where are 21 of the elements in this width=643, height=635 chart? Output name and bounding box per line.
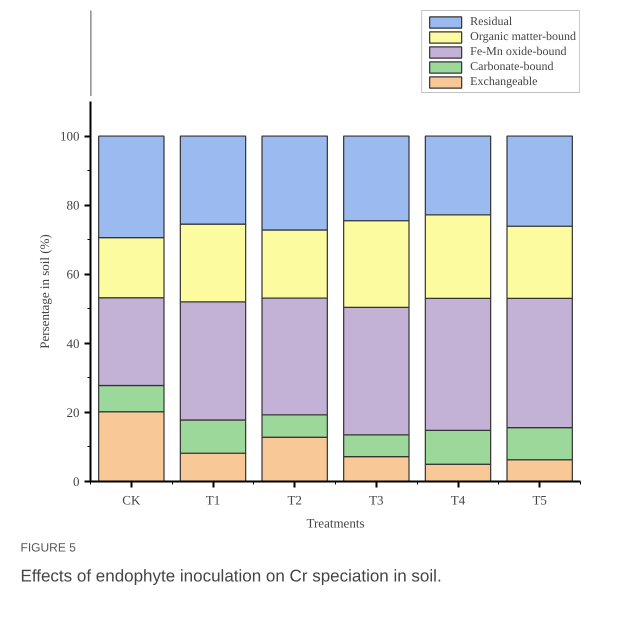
y-tick-label: 60 — [66, 266, 80, 282]
y-tick-label: 40 — [66, 336, 80, 351]
y-tick-label: 0 — [73, 474, 80, 489]
legend-label: Exchangeable — [470, 74, 538, 89]
y-axis-title: Persentage in soil (%) — [37, 234, 52, 349]
x-tick-label: T5 — [532, 492, 547, 508]
x-tick-label: T4 — [450, 492, 466, 508]
caption: FIGURE 5 — [20, 540, 76, 554]
x-tick-label: T3 — [369, 492, 384, 508]
x-tick-label: T1 — [206, 492, 220, 508]
text: Effects of endophyte inoculation on Cr speciation in soil. — [20, 566, 442, 586]
y-tick-label: 20 — [66, 404, 80, 420]
x-tick-label: CK — [122, 492, 141, 508]
legend-label: Carbonate-bound — [470, 59, 554, 74]
legend-label: Fe-Mn oxide-bound — [470, 44, 566, 59]
y-tick-label: 80 — [66, 198, 80, 213]
legend-label: Organic matter-bound — [470, 29, 576, 44]
x-tick-label: T2 — [287, 492, 302, 508]
x-axis-title: Treatments — [306, 516, 365, 530]
y-tick-label: 100 — [60, 128, 80, 144]
legend-label: Residual — [470, 14, 512, 29]
